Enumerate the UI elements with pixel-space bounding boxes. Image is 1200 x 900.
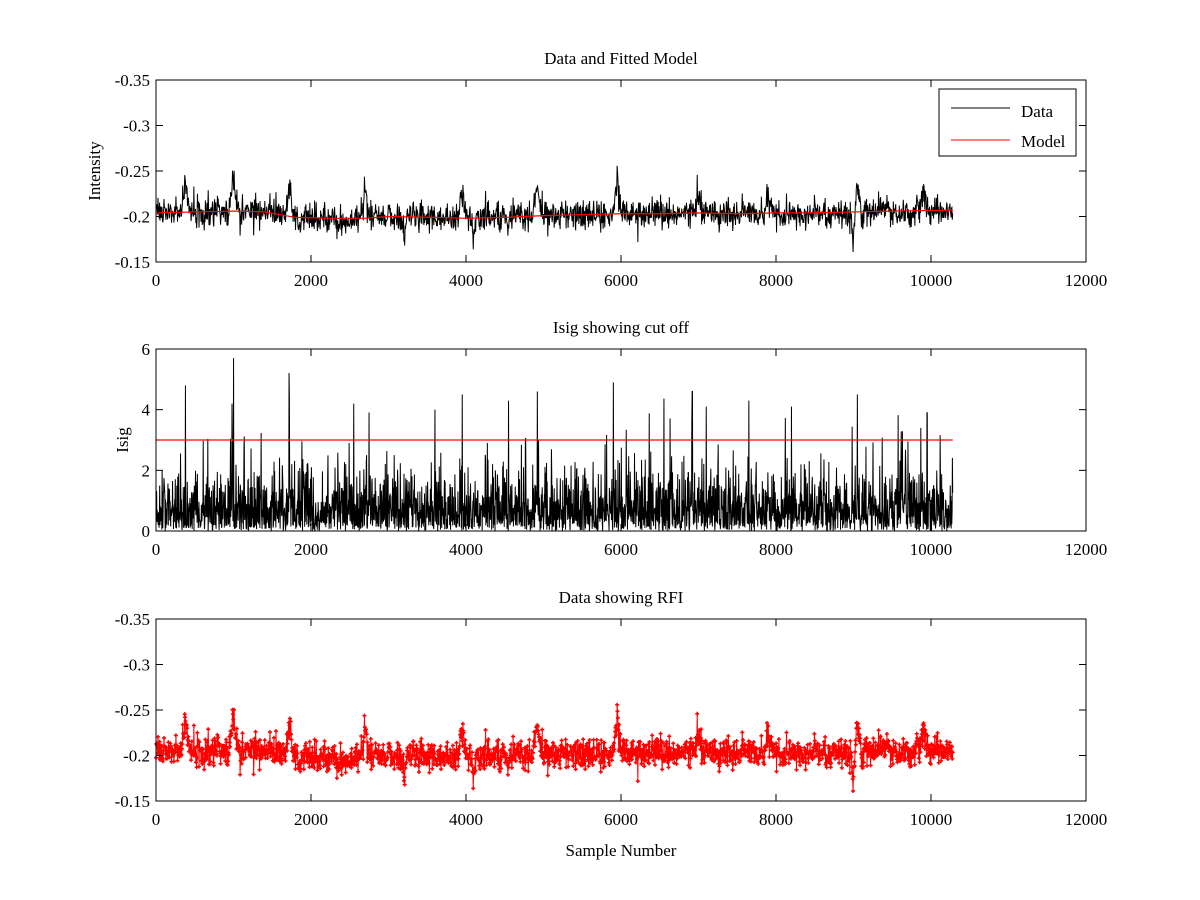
- panel1-title: Data and Fitted Model: [544, 49, 698, 68]
- panel-data-rfi: Data showing RFI 0 2000 4000 6000 8000 10000 1…: [115, 588, 1108, 860]
- y-tick-label: 0: [142, 522, 151, 541]
- panel1-ylabel: Intensity: [85, 141, 104, 201]
- x-tick-label: 4000: [449, 271, 483, 290]
- panel1-legend: Data Model: [938, 88, 1077, 157]
- y-tick-label: -0.2: [123, 208, 150, 227]
- x-tick-label: 12000: [1065, 540, 1108, 559]
- y-tick-label: -0.15: [115, 253, 150, 272]
- panel3-xlabel: Sample Number: [566, 841, 677, 860]
- y-tick-label: -0.35: [115, 71, 150, 90]
- model-series-line: [155, 209, 953, 219]
- x-tick-label: 12000: [1065, 810, 1108, 829]
- panel3-rfi-series: [154, 702, 955, 793]
- isig-series-line: [155, 358, 954, 532]
- x-tick-label: 6000: [604, 810, 638, 829]
- y-tick-label: -0.25: [115, 162, 150, 181]
- y-tick-label: -0.3: [123, 656, 150, 675]
- x-tick-label: 4000: [449, 810, 483, 829]
- panel-data-fitted-model: Data and Fitted Model Intensity 0 2000 400…: [85, 49, 1107, 290]
- legend-model-label: Model: [1021, 132, 1066, 151]
- y-tick-label: 2: [142, 461, 151, 480]
- x-tick-label: 4000: [449, 540, 483, 559]
- panel1-model-series: [155, 209, 953, 219]
- x-tick-label: 6000: [604, 540, 638, 559]
- x-tick-label: 2000: [294, 540, 328, 559]
- legend-box: [938, 88, 1077, 157]
- panel-isig-cutoff: Isig showing cut off Isig 0 2000 4000 6000 8…: [113, 318, 1107, 559]
- panel3-ticks: 0 2000 4000 6000 8000 10000 12000 -0.15 -0.2 -0.2…: [115, 610, 1108, 829]
- panel2-ylabel: Isig: [113, 427, 132, 453]
- x-tick-label: 0: [152, 540, 161, 559]
- x-tick-label: 12000: [1065, 271, 1108, 290]
- y-tick-label: -0.3: [123, 117, 150, 136]
- x-tick-label: 10000: [910, 540, 953, 559]
- y-tick-label: -0.15: [115, 792, 150, 811]
- y-tick-label: 4: [142, 401, 151, 420]
- y-tick-label: -0.35: [115, 610, 150, 629]
- x-tick-label: 2000: [294, 810, 328, 829]
- x-tick-label: 10000: [910, 810, 953, 829]
- panel2-ticks: 0 2000 4000 6000 8000 10000 12000 0 2 4 6: [142, 340, 1108, 559]
- y-tick-label: -0.25: [115, 701, 150, 720]
- panel1-ticks: 0 2000 4000 6000 8000 10000 12000 -0.15 -0.2 -0.2…: [115, 71, 1108, 290]
- x-tick-label: 8000: [759, 271, 793, 290]
- x-tick-label: 10000: [910, 271, 953, 290]
- y-tick-label: 6: [142, 340, 151, 359]
- panel2-title: Isig showing cut off: [553, 318, 689, 337]
- x-tick-label: 0: [152, 810, 161, 829]
- panel3-title: Data showing RFI: [559, 588, 684, 607]
- y-tick-label: -0.2: [123, 747, 150, 766]
- x-tick-label: 6000: [604, 271, 638, 290]
- x-tick-label: 8000: [759, 810, 793, 829]
- panel2-isig-series: [155, 358, 954, 532]
- x-tick-label: 8000: [759, 540, 793, 559]
- panel1-data-series: [155, 165, 954, 253]
- x-tick-label: 0: [152, 271, 161, 290]
- x-tick-label: 2000: [294, 271, 328, 290]
- data-series-line: [155, 165, 954, 253]
- legend-data-label: Data: [1021, 102, 1054, 121]
